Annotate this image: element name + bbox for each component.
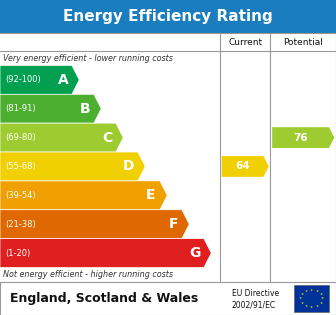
Text: ★: ★ [310, 288, 313, 292]
Text: ★: ★ [320, 292, 323, 296]
Text: ★: ★ [304, 289, 308, 293]
Text: Not energy efficient - higher running costs: Not energy efficient - higher running co… [3, 270, 173, 279]
Text: Current: Current [228, 37, 262, 47]
Polygon shape [222, 156, 269, 177]
Text: ★: ★ [320, 301, 323, 305]
Polygon shape [0, 123, 123, 152]
Text: England, Scotland & Wales: England, Scotland & Wales [10, 292, 198, 305]
Polygon shape [0, 210, 189, 239]
Bar [0, 33, 336, 51]
Text: (81-91): (81-91) [5, 104, 36, 113]
Text: (39-54): (39-54) [5, 191, 36, 200]
Bar [0, 0, 336, 33]
Polygon shape [0, 94, 101, 123]
Text: EU Directive: EU Directive [232, 289, 279, 298]
Polygon shape [0, 181, 167, 210]
Text: E: E [146, 188, 156, 202]
Text: Energy Efficiency Rating: Energy Efficiency Rating [63, 9, 273, 24]
Text: ★: ★ [310, 305, 313, 309]
Text: G: G [189, 246, 201, 260]
Text: Very energy efficient - lower running costs: Very energy efficient - lower running co… [3, 54, 173, 63]
Text: (21-38): (21-38) [5, 220, 36, 229]
Text: D: D [123, 159, 135, 174]
Bar [294, 285, 329, 312]
Polygon shape [0, 152, 145, 181]
Text: ★: ★ [300, 301, 304, 305]
Text: 76: 76 [293, 133, 307, 143]
Text: ★: ★ [304, 304, 308, 307]
Text: 64: 64 [236, 162, 250, 171]
Text: ★: ★ [321, 296, 324, 301]
Text: 2002/91/EC: 2002/91/EC [232, 301, 276, 310]
Text: (69-80): (69-80) [5, 133, 36, 142]
Text: ★: ★ [299, 296, 302, 301]
Polygon shape [272, 127, 334, 148]
Text: ★: ★ [316, 289, 319, 293]
Text: F: F [168, 217, 178, 231]
Bar [0, 282, 336, 315]
Text: C: C [102, 131, 112, 145]
Polygon shape [0, 66, 79, 94]
Text: ★: ★ [300, 292, 304, 296]
Text: Potential: Potential [283, 37, 323, 47]
Text: A: A [57, 73, 68, 87]
Text: (1-20): (1-20) [5, 249, 30, 258]
Text: ★: ★ [316, 304, 319, 307]
Text: B: B [80, 102, 90, 116]
Text: (55-68): (55-68) [5, 162, 36, 171]
Text: (92-100): (92-100) [5, 75, 41, 84]
Polygon shape [0, 239, 211, 267]
